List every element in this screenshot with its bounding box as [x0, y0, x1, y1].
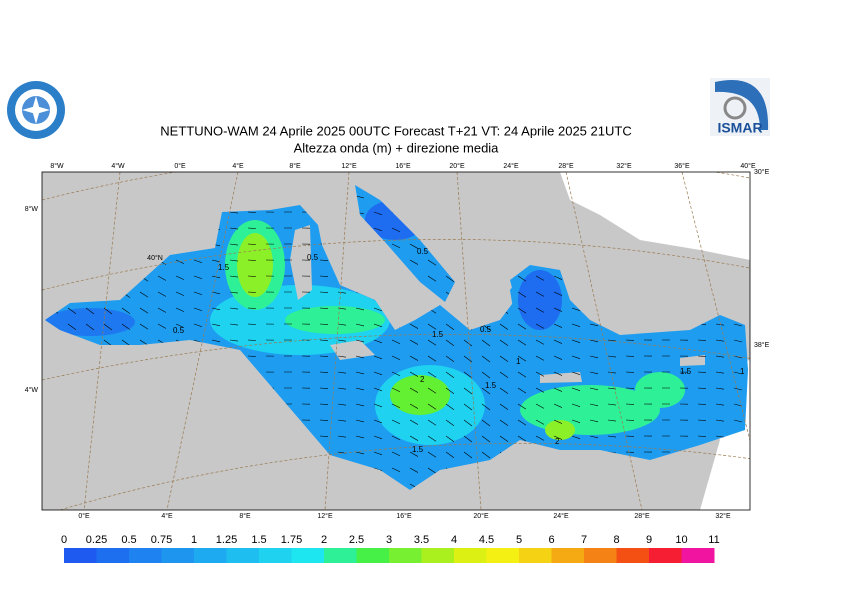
lon-label: 16°E — [396, 512, 412, 520]
colorbar-label: 3 — [386, 534, 392, 546]
lon-label: 8°E — [239, 512, 251, 520]
colorbar-swatch — [129, 548, 162, 563]
lon-label: 28°E — [558, 162, 574, 170]
colorbar-swatch — [194, 548, 227, 563]
contour-label: 1.5 — [218, 263, 230, 272]
lat-label: 4°W — [25, 386, 39, 394]
logo-left — [7, 81, 65, 139]
lon-label: 28°E — [634, 512, 650, 520]
lat-label: 38°E — [754, 341, 770, 349]
contour-label: 2 — [420, 375, 425, 384]
lon-label: 20°E — [449, 162, 465, 170]
colorbar-swatch — [454, 548, 487, 563]
colorbar-label: 1.75 — [281, 534, 302, 546]
contour-label: 2 — [555, 437, 560, 446]
colorbar-swatch — [649, 548, 682, 563]
title: NETTUNO-WAM 24 Aprile 2025 00UTC Forecas… — [160, 123, 631, 138]
lon-label: 32°E — [715, 512, 731, 520]
colorbar-label: 0 — [61, 534, 67, 546]
colorbar-label: 0.25 — [86, 534, 107, 546]
colorbar-swatch — [357, 548, 390, 563]
lon-label: 4°E — [161, 512, 173, 520]
colorbar-label: 6 — [548, 534, 554, 546]
colorbar-label: 11 — [708, 534, 719, 546]
colorbar-swatch — [259, 548, 292, 563]
lat-label: 40°N — [147, 254, 163, 262]
colorbar-swatch — [584, 548, 617, 563]
colorbar-swatch — [162, 548, 195, 563]
colorbar-label: 3.5 — [414, 534, 429, 546]
colorbar-swatch — [422, 548, 455, 563]
colorbar-label: 10 — [675, 534, 687, 546]
lat-label: 30°E — [754, 168, 770, 176]
colorbar-swatch — [617, 548, 650, 563]
contour-label: 0.5 — [307, 253, 319, 262]
colorbar-label: 0.75 — [151, 534, 172, 546]
colorbar-swatch — [487, 548, 520, 563]
lon-label: 36°E — [674, 162, 690, 170]
colorbar-label: 2.5 — [349, 534, 364, 546]
colorbar-swatch — [64, 548, 97, 563]
colorbar-swatch — [519, 548, 552, 563]
colorbar-label: 8 — [613, 534, 619, 546]
colorbar-label: 1.5 — [251, 534, 266, 546]
colorbar-swatch — [227, 548, 260, 563]
lon-label: 8°E — [289, 162, 301, 170]
contour-label: 1.5 — [485, 381, 497, 390]
lat-label: 8°W — [25, 205, 39, 213]
lon-label: 0°E — [174, 162, 186, 170]
lon-label: 0°E — [78, 512, 90, 520]
lon-label: 12°E — [317, 512, 333, 520]
colorbar-label: 1 — [191, 534, 197, 546]
lon-label: 24°E — [503, 162, 519, 170]
colorbar-label: 5 — [516, 534, 522, 546]
contour-label: 1.5 — [412, 445, 424, 454]
contour-label: 1 — [740, 367, 745, 376]
colorbar-swatch — [389, 548, 422, 563]
lon-label: 32°E — [616, 162, 632, 170]
lon-label: 20°E — [473, 512, 489, 520]
colorbar-label: 0.5 — [121, 534, 136, 546]
contour-label: 1.5 — [680, 367, 692, 376]
colorbar-swatch — [292, 548, 325, 563]
lon-label: 24°E — [553, 512, 569, 520]
logo-right: ISMAR — [710, 78, 770, 136]
lon-label: 4°W — [111, 162, 125, 170]
map — [42, 149, 760, 510]
logo-text: ISMAR — [717, 120, 762, 136]
colorbar-swatch — [324, 548, 357, 563]
contour-label: 0.5 — [417, 247, 429, 256]
colorbar-label: 2 — [321, 534, 327, 546]
lon-label: 4°E — [232, 162, 244, 170]
colorbar-label: 9 — [646, 534, 652, 546]
contour-label: 1 — [516, 357, 521, 366]
colorbar-swatch — [682, 548, 715, 563]
contour-label: 1.5 — [432, 330, 444, 339]
colorbar-label: 4 — [451, 534, 457, 546]
contour-label: 0.5 — [480, 325, 492, 334]
colorbar-label: 7 — [581, 534, 587, 546]
colorbar-swatch — [552, 548, 585, 563]
lon-label: 8°W — [50, 162, 64, 170]
colorbar-swatch — [97, 548, 130, 563]
contour-label: 0.5 — [173, 326, 185, 335]
lon-label: 12°E — [341, 162, 357, 170]
colorbar-label: 1.25 — [216, 534, 237, 546]
colorbar-label: 4.5 — [479, 534, 494, 546]
lon-label: 16°E — [395, 162, 411, 170]
subtitle: Altezza onda (m) + direzione media — [294, 140, 500, 155]
